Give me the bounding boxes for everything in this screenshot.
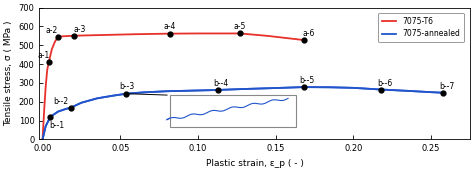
Text: b--3: b--3 [119,82,134,91]
Text: b--6: b--6 [377,79,392,88]
Text: a-1: a-1 [38,51,50,60]
Text: b--1: b--1 [49,121,64,130]
Text: a-6: a-6 [302,29,314,38]
Text: b--4: b--4 [214,79,229,88]
Text: a-2: a-2 [46,26,58,35]
Text: a-3: a-3 [73,25,86,34]
Y-axis label: Tensile stress, σ ( MPa ): Tensile stress, σ ( MPa ) [4,21,13,126]
Text: b--2: b--2 [54,97,69,106]
Text: a-5: a-5 [234,22,246,31]
Text: a-4: a-4 [164,22,176,31]
Legend: 7075-T6, 7075-annealed: 7075-T6, 7075-annealed [378,13,464,42]
Bar [170,95,296,127]
Text: b--5: b--5 [299,76,314,85]
Text: b--7: b--7 [439,82,454,91]
X-axis label: Plastic strain, ε_p ( - ): Plastic strain, ε_p ( - ) [206,159,303,168]
